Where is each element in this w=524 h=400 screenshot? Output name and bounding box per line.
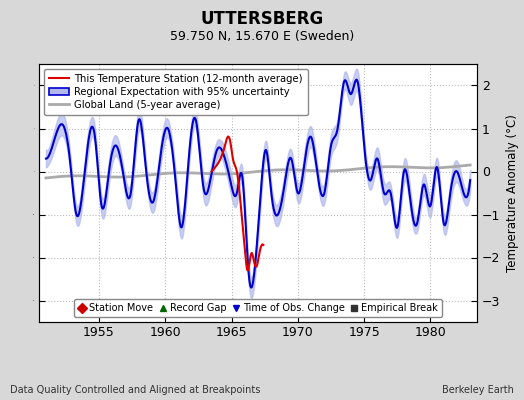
- Text: 1965: 1965: [216, 326, 247, 339]
- Text: Data Quality Controlled and Aligned at Breakpoints: Data Quality Controlled and Aligned at B…: [10, 385, 261, 395]
- Text: 1955: 1955: [83, 326, 115, 339]
- Text: 1960: 1960: [149, 326, 181, 339]
- Text: 1975: 1975: [348, 326, 380, 339]
- Text: 59.750 N, 15.670 E (Sweden): 59.750 N, 15.670 E (Sweden): [170, 30, 354, 43]
- Text: Berkeley Earth: Berkeley Earth: [442, 385, 514, 395]
- Text: 1980: 1980: [414, 326, 446, 339]
- Text: UTTERSBERG: UTTERSBERG: [200, 10, 324, 28]
- Legend: Station Move, Record Gap, Time of Obs. Change, Empirical Break: Station Move, Record Gap, Time of Obs. C…: [74, 299, 442, 317]
- Text: 1970: 1970: [282, 326, 314, 339]
- Y-axis label: Temperature Anomaly (°C): Temperature Anomaly (°C): [506, 114, 519, 272]
